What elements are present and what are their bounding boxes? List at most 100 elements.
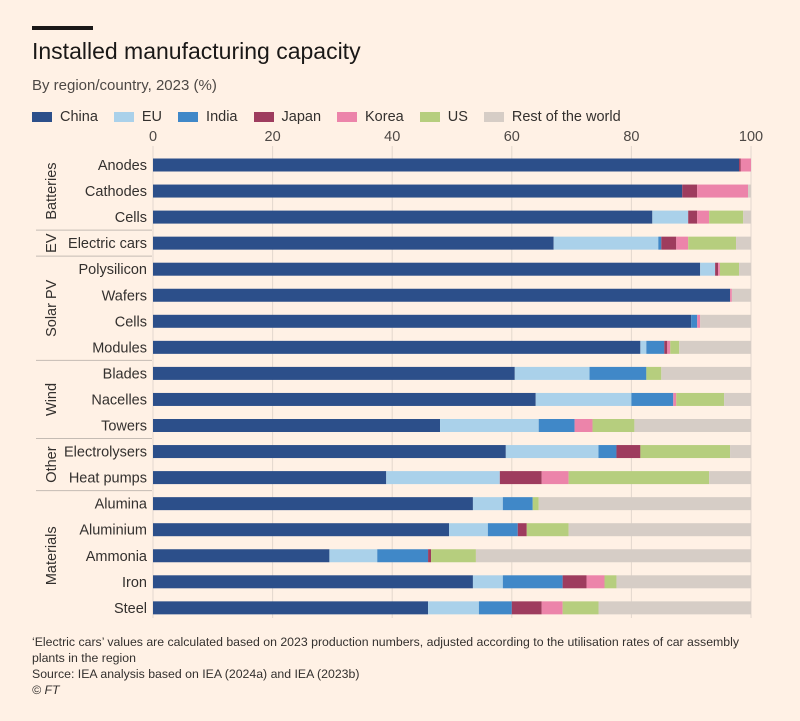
- bar-segment: [640, 445, 731, 459]
- bar-segment: [538, 419, 575, 432]
- bar-segment: [667, 340, 671, 354]
- bar-segment: [153, 419, 441, 432]
- legend-swatch: [337, 112, 358, 122]
- bar-segment: [670, 340, 680, 354]
- bar-segment: [153, 549, 330, 563]
- legend-item-us: US: [419, 109, 468, 125]
- bar-segment: [688, 236, 737, 250]
- legend-item-india: India: [178, 109, 238, 125]
- x-tick-label: 80: [623, 129, 639, 145]
- group-label: Materials: [44, 526, 60, 585]
- chart-title: Installed manufacturing capacity: [32, 38, 361, 64]
- legend-swatch: [483, 112, 504, 122]
- bar-segment: [541, 471, 569, 485]
- bar-segment: [574, 419, 593, 432]
- bar-segment: [631, 392, 674, 406]
- legend-swatch: [32, 112, 52, 122]
- group-label: Solar PV: [44, 279, 60, 337]
- row-label: Iron: [122, 575, 147, 591]
- bar-segment: [511, 601, 542, 615]
- chart-subtitle: By region/country, 2023 (%): [32, 77, 217, 94]
- legend-swatch: [253, 112, 274, 122]
- bar-segment: [562, 601, 599, 615]
- bar-segment: [478, 601, 512, 615]
- bar-segment: [740, 158, 751, 172]
- bar-segment: [541, 601, 563, 615]
- bar-segment: [661, 236, 677, 250]
- row-label: Nacelles: [91, 392, 147, 408]
- bar-segment: [673, 392, 677, 406]
- bar-segment: [502, 575, 563, 589]
- group-label: Other: [44, 446, 60, 482]
- row-label: Alumina: [95, 497, 148, 513]
- bar-segment: [562, 575, 587, 589]
- bar-segment: [502, 497, 533, 511]
- x-tick-label: 60: [504, 129, 520, 145]
- footnote-line: plants in the region: [32, 651, 136, 665]
- bar-segment: [449, 523, 488, 537]
- bar-segment: [598, 601, 751, 615]
- bar-segment: [592, 419, 635, 432]
- bar-segment: [730, 288, 732, 302]
- bar-segment: [153, 314, 692, 328]
- legend-item-rest-of-world: Rest of the world: [483, 109, 621, 125]
- bar-segment: [739, 158, 741, 172]
- bar-segment: [153, 210, 653, 224]
- bar-segment: [153, 262, 701, 276]
- bar-segment: [604, 575, 617, 589]
- bar-segment: [428, 549, 432, 563]
- bar-segment: [472, 497, 503, 511]
- bar-segment: [700, 314, 751, 328]
- row-label: Cells: [115, 210, 147, 226]
- row-label: Cathodes: [85, 184, 147, 200]
- bar-segment: [719, 262, 740, 276]
- bar-segment: [724, 392, 751, 406]
- bar-segment: [664, 340, 668, 354]
- legend-swatch: [178, 112, 199, 122]
- row-label: Electrolysers: [64, 445, 147, 461]
- row-label: Cells: [115, 314, 147, 330]
- row-label: Wafers: [102, 288, 147, 304]
- ft-top-rule: [32, 26, 93, 30]
- legend-label: Korea: [365, 109, 404, 125]
- bar-segment: [730, 445, 751, 459]
- bar-segment: [634, 419, 751, 432]
- bar-segment: [538, 497, 751, 511]
- row-label: Heat pumps: [69, 471, 147, 487]
- bar-segment: [153, 184, 683, 198]
- group-label: EV: [44, 233, 60, 253]
- bar-segment: [679, 340, 751, 354]
- bar-segment: [153, 471, 387, 485]
- bar-segment: [153, 497, 473, 511]
- legend-item-korea: Korea: [337, 109, 404, 125]
- chart-footnotes: ‘Electric cars’ values are calculated ba…: [32, 634, 792, 698]
- footnote-line: ‘Electric cars’ values are calculated ba…: [32, 635, 739, 649]
- x-tick-label: 40: [384, 129, 400, 145]
- bar-segment: [736, 236, 751, 250]
- bar-segment: [431, 549, 476, 563]
- bar-segment: [646, 366, 662, 380]
- row-label: Ammonia: [86, 549, 148, 565]
- bar-segment: [700, 262, 716, 276]
- legend-swatch: [113, 112, 134, 122]
- legend-label: EU: [141, 109, 163, 125]
- legend-label: China: [60, 109, 98, 125]
- bar-segment: [640, 340, 647, 354]
- row-label: Modules: [92, 340, 147, 356]
- bar-segment: [153, 366, 515, 380]
- bar-segment: [553, 236, 659, 250]
- bar-segment: [377, 549, 429, 563]
- bar-segment: [697, 314, 701, 328]
- bar-segment: [697, 210, 710, 224]
- bar-segment: [676, 392, 725, 406]
- row-label: Steel: [114, 601, 147, 617]
- bar-segment: [661, 366, 751, 380]
- bar-segment: [646, 340, 665, 354]
- bar-segment: [589, 366, 647, 380]
- row-label: Polysilicon: [79, 262, 148, 278]
- bar-segment: [386, 471, 500, 485]
- bar-segment: [526, 523, 569, 537]
- bar-segment: [499, 471, 542, 485]
- legend-item-china: China: [32, 109, 98, 125]
- source-note: Source: IEA analysis based on IEA (2024a…: [32, 667, 360, 681]
